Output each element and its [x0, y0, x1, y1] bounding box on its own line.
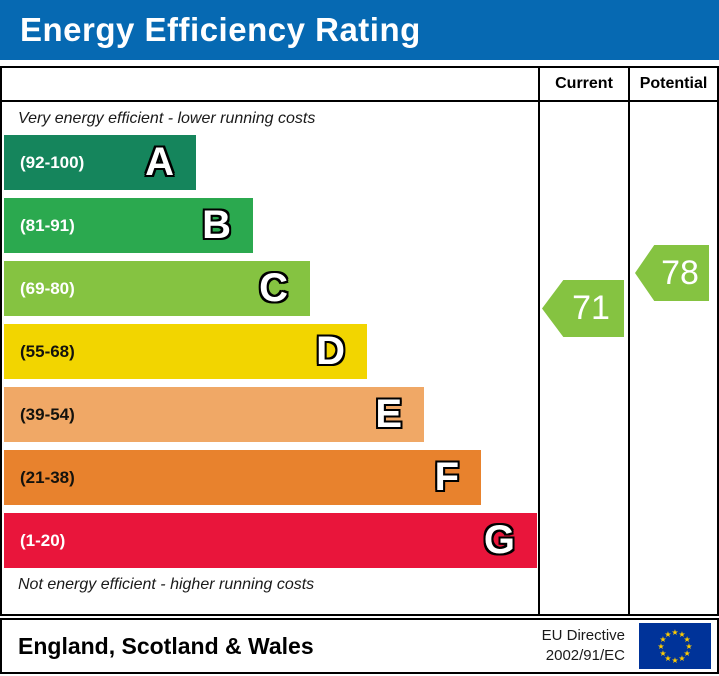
footer-right-group: EU Directive 2002/91/EC ★ ★ ★ ★ ★ ★ ★ ★ … — [542, 623, 711, 669]
band-e-letter: E — [375, 392, 402, 436]
svg-text:★: ★ — [671, 656, 678, 665]
current-header-label: Current — [555, 75, 613, 92]
page-title: Energy Efficiency Rating — [20, 11, 421, 48]
band-c-letter: C — [259, 266, 288, 310]
potential-column: 78 — [630, 102, 717, 614]
current-rating-value: 71 — [572, 289, 610, 327]
svg-text:★: ★ — [664, 654, 671, 663]
band-f-range: (21-38) — [20, 467, 75, 487]
svg-text:★: ★ — [685, 642, 692, 651]
band-c: (69-80) C — [4, 261, 310, 316]
eu-directive-line1: EU Directive — [541, 626, 625, 644]
top-note: Very energy efficient - lower running co… — [18, 110, 316, 127]
band-e: (39-54) E — [4, 387, 424, 442]
eu-directive-label: EU Directive 2002/91/EC — [542, 626, 625, 667]
svg-text:★: ★ — [664, 630, 671, 639]
svg-text:★: ★ — [684, 635, 691, 644]
potential-header-label: Potential — [639, 75, 708, 92]
rating-table: Current Potential Very energy efficient … — [0, 66, 719, 616]
svg-text:★: ★ — [671, 628, 678, 637]
band-b: (81-91) B — [4, 198, 253, 253]
potential-rating-value: 78 — [661, 253, 699, 292]
band-a: (92-100) A — [4, 135, 196, 190]
band-f-letter: F — [434, 455, 459, 499]
band-a-range: (92-100) — [20, 152, 85, 172]
svg-text:★: ★ — [678, 630, 685, 639]
band-g: (1-20) G — [4, 513, 537, 568]
potential-rating-arrow: 78 — [635, 245, 709, 301]
band-d-range: (55-68) — [20, 341, 75, 361]
band-b-letter: B — [202, 203, 231, 247]
header-spacer-cell — [2, 68, 540, 102]
eu-flag-icon: ★ ★ ★ ★ ★ ★ ★ ★ ★ ★ ★ ★ — [639, 623, 711, 669]
current-column-header: Current — [540, 68, 630, 102]
current-rating-arrow: 71 — [542, 280, 624, 337]
title-bar: Energy Efficiency Rating — [0, 0, 719, 60]
svg-text:★: ★ — [684, 649, 691, 658]
svg-text:★: ★ — [659, 635, 666, 644]
band-a-letter: A — [145, 140, 174, 184]
potential-column-header: Potential — [630, 68, 717, 102]
band-e-range: (39-54) — [20, 404, 75, 424]
band-b-range: (81-91) — [20, 215, 75, 235]
band-c-range: (69-80) — [20, 278, 75, 298]
band-g-letter: G — [483, 518, 515, 562]
region-label: England, Scotland & Wales — [18, 632, 314, 659]
current-column: 71 — [540, 102, 630, 614]
band-d-letter: D — [316, 329, 345, 373]
footer-bar: England, Scotland & Wales EU Directive 2… — [0, 618, 719, 674]
band-f: (21-38) F — [4, 450, 481, 505]
band-d: (55-68) D — [4, 324, 367, 379]
band-g-range: (1-20) — [20, 530, 66, 550]
bands-column: Very energy efficient - lower running co… — [2, 102, 540, 614]
svg-text:★: ★ — [659, 649, 666, 658]
svg-text:★: ★ — [678, 654, 685, 663]
bottom-note: Not energy efficient - higher running co… — [18, 576, 315, 593]
eu-directive-line2: 2002/91/EC — [545, 647, 625, 664]
svg-text:★: ★ — [657, 642, 664, 651]
